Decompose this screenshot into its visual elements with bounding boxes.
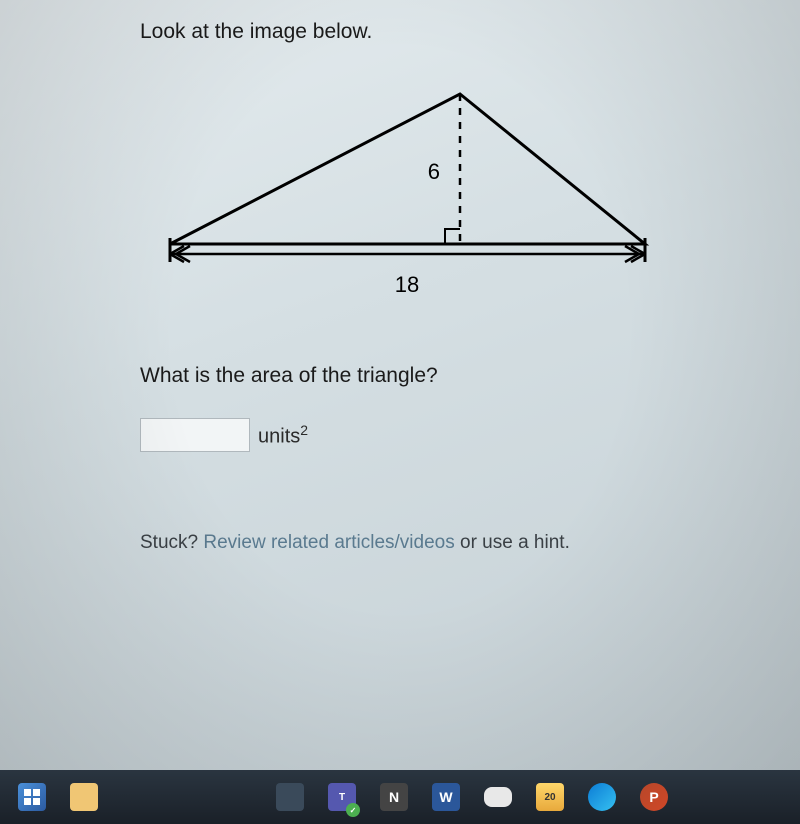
stuck-suffix: or use a hint. (455, 532, 570, 553)
taskbar-start[interactable] (8, 775, 56, 819)
main-content: Look at the image below. 6 18 What is th… (0, 0, 800, 770)
answer-row: units2 (140, 418, 660, 452)
stuck-row: Stuck? Review related articles/videos or… (140, 532, 660, 554)
height-label: 6 (428, 159, 440, 184)
taskbar-teams[interactable]: T ✓ (318, 775, 366, 819)
triangle-figure: 6 18 (140, 74, 660, 314)
question-text: What is the area of the triangle? (140, 364, 660, 388)
answer-input[interactable] (140, 418, 250, 452)
notion-icon: N (380, 783, 408, 811)
units-text: units (258, 425, 300, 447)
app1-icon (276, 783, 304, 811)
taskbar-powerpoint[interactable]: P (630, 775, 678, 819)
word-icon: W (432, 783, 460, 811)
units-label: units2 (258, 422, 308, 449)
teams-badge: ✓ (346, 803, 360, 817)
instruction-text: Look at the image below. (140, 20, 660, 44)
taskbar-app1[interactable] (266, 775, 314, 819)
chat-icon (484, 787, 512, 807)
triangle-outline (170, 94, 645, 244)
triangle-svg: 6 18 (140, 74, 660, 314)
start-icon (18, 783, 46, 811)
base-label: 18 (395, 272, 419, 297)
taskbar-edge[interactable] (578, 775, 626, 819)
taskbar-word[interactable]: W (422, 775, 470, 819)
taskbar: T ✓ N W 20 P (0, 770, 800, 824)
powerpoint-icon: P (640, 783, 668, 811)
file-icon (70, 783, 98, 811)
taskbar-notion[interactable]: N (370, 775, 418, 819)
taskbar-chat[interactable] (474, 775, 522, 819)
folder-icon: 20 (536, 783, 564, 811)
taskbar-file[interactable] (60, 775, 108, 819)
stuck-link[interactable]: Review related articles/videos (203, 532, 454, 553)
edge-icon (588, 783, 616, 811)
stuck-prefix: Stuck? (140, 532, 203, 553)
right-angle-marker (445, 229, 460, 244)
units-exponent: 2 (300, 422, 308, 438)
taskbar-folder[interactable]: 20 (526, 775, 574, 819)
